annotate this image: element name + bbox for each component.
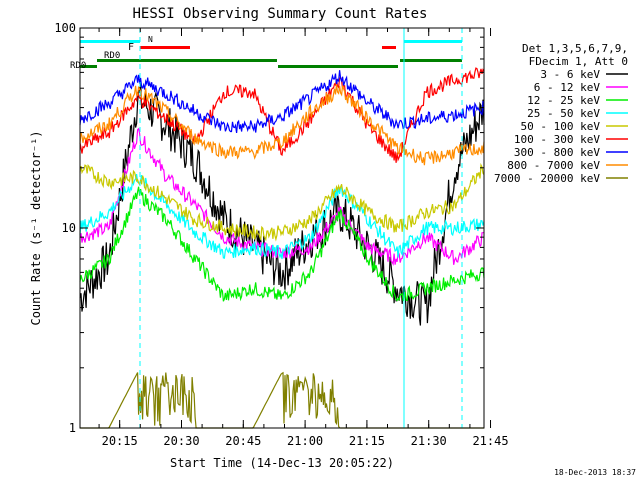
- y-tick-label: 100: [54, 21, 76, 35]
- flag-label-rd0: RD0: [70, 61, 86, 71]
- y-tick-label: 1: [69, 421, 76, 435]
- series-line: [79, 84, 485, 166]
- x-tick-label: 21:30: [411, 434, 447, 448]
- y-tick-label: 10: [62, 221, 76, 235]
- series-0: [79, 79, 485, 326]
- series-3: [79, 173, 485, 260]
- series-2: [79, 186, 485, 302]
- flag-label-n: N: [148, 35, 153, 44]
- flag-bar-rd0: [278, 65, 398, 68]
- series-4: [79, 162, 485, 242]
- timestamp-label: 18-Dec-2013 18:37: [554, 468, 636, 477]
- legend-item-label: 12 - 25 keV: [527, 94, 600, 107]
- legend-item-label: 100 - 300 keV: [514, 133, 600, 146]
- series-1: [79, 127, 485, 267]
- chart-title: HESSI Observing Summary Count Rates: [132, 6, 427, 22]
- series-6: [79, 70, 485, 133]
- legend-header-line2: FDecim 1, Att 0: [529, 55, 628, 68]
- legend: Det 1,3,5,6,7,9, FDecim 1, Att 0 3 - 6 k…: [494, 42, 628, 185]
- x-axis-label: Start Time (14-Dec-13 20:05:22): [170, 456, 394, 470]
- legend-item-label: 50 - 100 keV: [521, 120, 601, 133]
- series-line: [79, 186, 485, 302]
- flag-bar-rd0: [97, 59, 277, 62]
- flag-label-f: F: [128, 42, 134, 53]
- legend-item-label: 7000 - 20000 keV: [494, 172, 600, 185]
- legend-item-label: 25 - 50 keV: [527, 107, 600, 120]
- flag-bar-n: [80, 40, 140, 43]
- x-tick-label: 20:45: [225, 434, 261, 448]
- legend-item-label: 800 - 7000 keV: [507, 159, 600, 172]
- series-line: [79, 79, 485, 326]
- x-tick-label: 21:00: [287, 434, 323, 448]
- flag-bar-f: [140, 46, 190, 49]
- series-line: [79, 173, 485, 260]
- flag-bar-rd0: [400, 59, 462, 62]
- series-line: [80, 371, 484, 429]
- series-line: [79, 127, 485, 267]
- flag-label-rd0: RD0: [104, 51, 120, 61]
- flag-bar-rd0: [80, 65, 97, 68]
- x-tick-label: 20:15: [102, 434, 138, 448]
- flag-bar-n: [404, 40, 462, 43]
- legend-item-label: 6 - 12 keV: [534, 81, 601, 94]
- legend-item-label: 3 - 6 keV: [540, 68, 600, 81]
- series-line: [79, 70, 485, 133]
- x-tick-label: 20:30: [163, 434, 199, 448]
- legend-header-line1: Det 1,3,5,6,7,9,: [522, 42, 628, 55]
- flag-bar-f: [382, 46, 396, 49]
- x-tick-label: 21:45: [472, 434, 508, 448]
- series-8: [80, 371, 484, 429]
- series-line: [79, 162, 485, 242]
- legend-item-label: 300 - 800 keV: [514, 146, 600, 159]
- series-7: [79, 84, 485, 166]
- y-axis-label: Count Rate (s⁻¹ detector⁻¹): [29, 130, 43, 325]
- x-tick-label: 21:15: [349, 434, 385, 448]
